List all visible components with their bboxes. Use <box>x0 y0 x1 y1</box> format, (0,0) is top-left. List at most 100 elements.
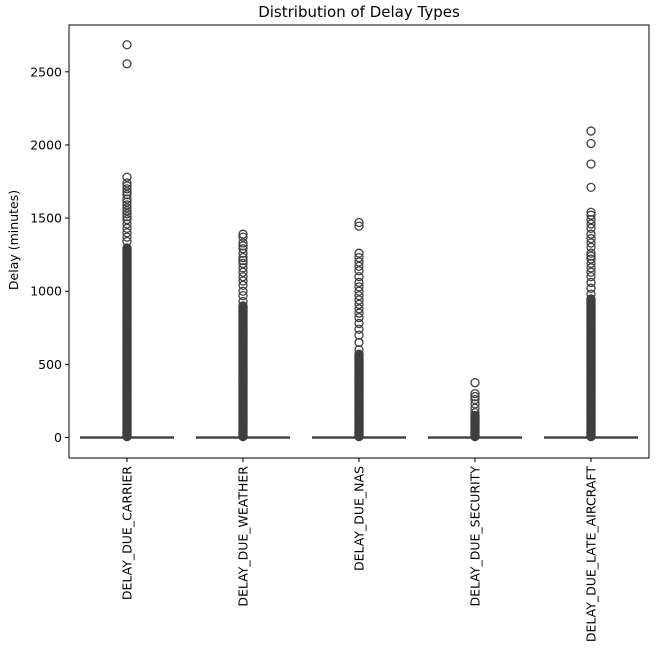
plot-frame <box>68 24 650 459</box>
outlier-point <box>586 223 596 233</box>
y-tick-label: 0 <box>54 430 62 445</box>
outlier-point <box>122 232 132 242</box>
outlier-point <box>586 138 596 149</box>
outlier-point <box>122 194 132 204</box>
outlier-point <box>586 214 596 225</box>
outlier-point <box>238 232 248 242</box>
outlier-point <box>122 236 132 247</box>
outlier-point <box>122 219 132 229</box>
outlier-point <box>238 296 248 307</box>
outlier-point <box>238 301 248 311</box>
outlier-point <box>238 255 248 266</box>
x-tick-label: DELAY_DUE_NAS <box>352 466 367 571</box>
outlier-point <box>470 391 480 402</box>
outlier-point <box>122 228 132 238</box>
outlier-point <box>354 217 364 228</box>
outlier-point <box>354 271 364 282</box>
outlier-point <box>354 252 364 263</box>
outlier-point <box>122 59 132 69</box>
outlier-point <box>470 388 480 399</box>
outlier-point <box>354 266 364 276</box>
outlier-point <box>354 290 364 301</box>
x-tick-label: DELAY_DUE_LATE_AIRCRAFT <box>584 466 599 643</box>
outlier-point <box>354 349 364 359</box>
outlier-point <box>122 197 132 207</box>
outlier-point <box>354 337 364 348</box>
outlier-point <box>586 283 596 293</box>
x-tick-label: DELAY_DUE_SECURITY <box>468 466 483 607</box>
outlier-point <box>122 184 132 194</box>
plot-area: 0 500 1000 1500 2000 2500 DELAY_DUE_CARRIER DEL… <box>30 40 638 643</box>
outlier-point <box>238 280 248 291</box>
chart-title: Distribution of Delay Types <box>258 3 460 21</box>
outlier-point <box>354 324 364 334</box>
outlier-point <box>586 267 596 277</box>
x-tick-label: DELAY_DUE_CARRIER <box>120 466 135 600</box>
outlier-point <box>354 318 364 329</box>
outlier-point <box>122 223 132 233</box>
outlier-point <box>354 261 364 272</box>
y-tick-label: 1500 <box>30 211 62 226</box>
outlier-point <box>122 209 132 219</box>
outlier-point <box>122 243 132 253</box>
outlier-point <box>586 229 596 239</box>
outlier-point <box>238 286 248 296</box>
outlier-point <box>354 345 364 355</box>
outlier-point <box>238 229 248 239</box>
outlier-point <box>238 263 248 273</box>
outlier-point <box>586 219 596 229</box>
outlier-point <box>586 233 596 244</box>
y-tick-label: 1000 <box>30 284 62 299</box>
outlier-point <box>238 267 248 277</box>
outlier-point <box>586 207 596 217</box>
outlier-point <box>586 242 596 253</box>
outlier-point <box>122 211 132 222</box>
outlier-point <box>122 203 132 213</box>
outlier-point <box>238 244 248 254</box>
outlier-point <box>470 403 480 413</box>
outlier-point <box>586 182 596 193</box>
outlier-point <box>354 295 364 305</box>
outlier-point <box>354 286 364 296</box>
outlier-point <box>586 238 596 248</box>
outlier-point <box>586 294 596 304</box>
outlier-point <box>122 200 132 210</box>
outlier-point <box>586 159 596 169</box>
outlier-point <box>586 251 596 261</box>
outlier-point <box>354 221 364 231</box>
y-tick-label: 2500 <box>30 64 62 79</box>
outlier-point <box>238 238 248 248</box>
outlier-point <box>122 40 132 50</box>
outlier-point <box>122 206 132 216</box>
outlier-point <box>586 248 596 258</box>
outlier-point <box>238 252 248 263</box>
x-tick-label: DELAY_DUE_WEATHER <box>236 466 251 607</box>
outlier-point <box>354 312 364 323</box>
outlier-point <box>586 126 596 136</box>
outlier-point <box>238 241 248 251</box>
outlier-point <box>122 181 132 191</box>
outlier-point <box>122 214 132 225</box>
y-tick-label: 500 <box>38 357 62 372</box>
outlier-point <box>122 178 132 188</box>
outlier-point <box>354 308 364 318</box>
outlier-point <box>586 263 596 273</box>
outlier-point <box>354 330 364 340</box>
outlier-point <box>470 378 480 388</box>
outlier-point <box>470 408 480 418</box>
outlier-point <box>354 277 364 288</box>
outlier-point <box>238 290 248 301</box>
outlier-point <box>238 248 248 258</box>
y-axis-label: Delay (minutes) <box>6 190 21 290</box>
outlier-point <box>238 271 248 282</box>
outlier-point <box>238 258 248 269</box>
outlier-point <box>586 277 596 288</box>
outlier-point <box>354 304 364 314</box>
outlier-point <box>238 276 248 286</box>
outlier-point <box>354 257 364 267</box>
outlier-point <box>586 254 596 264</box>
outlier-point <box>586 271 596 282</box>
outlier-point <box>470 394 480 405</box>
outlier-point <box>586 258 596 269</box>
